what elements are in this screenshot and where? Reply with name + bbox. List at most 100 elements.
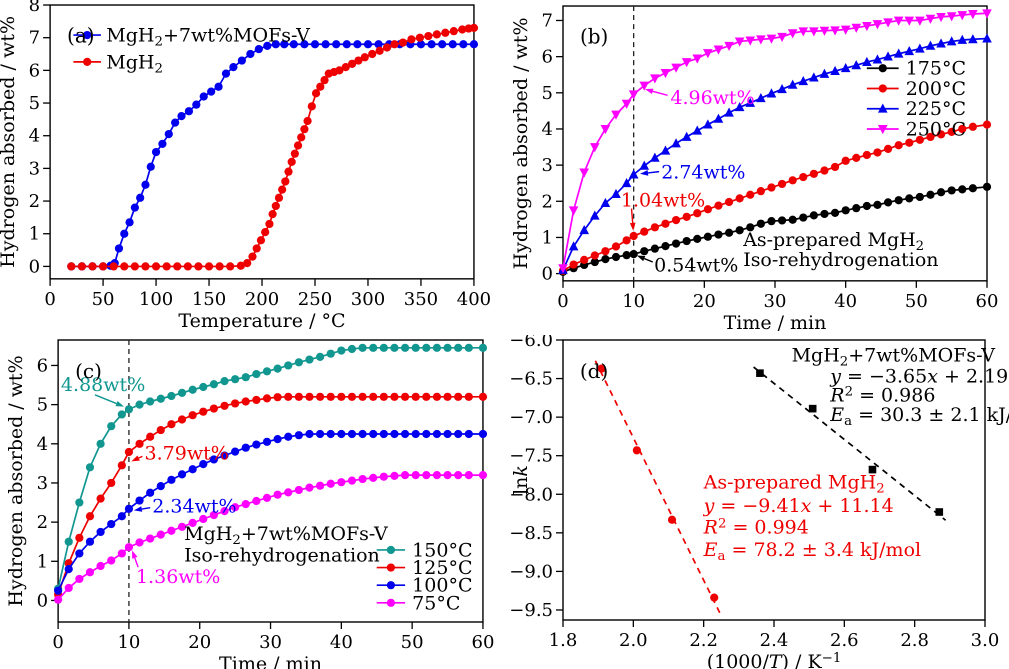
svg-text:150: 150 [192, 289, 226, 310]
svg-text:2.2: 2.2 [689, 630, 718, 651]
panel-b-iso-rehydrogenation-mgh2: 0 10 20 30 40 50 60 0 1 2 3 4 5 6 7 Time / min Hydrogen … [505, 0, 1009, 335]
svg-text:200: 200 [245, 289, 279, 310]
svg-text:250: 250 [298, 289, 332, 310]
svg-text:y = −3.65x + 2.19: y = −3.65x + 2.19 [829, 365, 1008, 387]
panel-b-series-250-c [558, 9, 992, 274]
svg-text:30: 30 [259, 632, 282, 653]
svg-text:−7.0: −7.0 [509, 407, 553, 428]
chart-c-hydrogen-absorbed-vs-time-mofs: 0 10 20 30 40 50 60 0 1 2 3 4 5 6 Time / min Hydrogen a… [5, 339, 494, 669]
panel-a-axes: 0 50 100 150 200 250 300 350 400 0 1 2 3 4 5 6 7 8 Tempera… [0, 0, 491, 332]
svg-text:3: 3 [542, 155, 553, 176]
svg-text:4.96wt%: 4.96wt% [670, 87, 754, 109]
svg-text:−6.0: −6.0 [509, 335, 553, 351]
panel-c-series-100-c [54, 429, 488, 595]
svg-text:100°C: 100°C [412, 575, 472, 597]
svg-text:Hydrogen absorbed / wt%: Hydrogen absorbed / wt% [5, 355, 27, 606]
svg-text:2: 2 [37, 512, 48, 533]
svg-text:3: 3 [37, 473, 48, 494]
svg-text:Iso-rehydrogenation: Iso-rehydrogenation [184, 544, 380, 566]
svg-text:−8.0: −8.0 [509, 484, 553, 505]
panel-d-series-mgh-2-7wt-mofs-v [753, 366, 947, 521]
svg-text:MgH2+7wt%MOFs-V: MgH2+7wt%MOFs-V [106, 25, 311, 50]
svg-text:0: 0 [542, 264, 553, 285]
svg-text:5: 5 [29, 93, 40, 114]
svg-text:2: 2 [542, 191, 553, 212]
svg-text:As-prepared MgH2: As-prepared MgH2 [742, 229, 924, 254]
svg-text:Ea = 78.2 ± 3.4 kJ/mol: Ea = 78.2 ± 3.4 kJ/mol [703, 539, 921, 564]
svg-text:3.0: 3.0 [971, 630, 1000, 651]
panel-c-annotation: 1.36wt% [132, 550, 220, 588]
svg-text:0: 0 [29, 256, 40, 277]
panel-c-series-125-c [54, 392, 488, 599]
chart-d-lnk-vs-inverse-temperature: 1.8 2.0 2.2 2.4 2.6 2.8 3.0 −6.0 −6.5 −7.0 −7.5 −8.… [509, 335, 1009, 669]
svg-text:R2 = 0.994: R2 = 0.994 [703, 516, 809, 538]
svg-text:7: 7 [542, 10, 553, 31]
panel-a-series-mgh-2-7wt-mofs-v [67, 40, 479, 271]
svg-text:Ea = 30.3 ± 2.1 kJ/mol: Ea = 30.3 ± 2.1 kJ/mol [829, 404, 1009, 429]
svg-text:5: 5 [37, 395, 48, 416]
panel-b-axes: 0 10 20 30 40 50 60 0 1 2 3 4 5 6 7 Time / min Hydrogen … [510, 5, 998, 334]
panel-c-text-label: MgH2+7wt%MOFs-V [184, 523, 388, 548]
panel-c-series-75-c [54, 471, 488, 604]
panel-d-text-label: MgH2+7wt%MOFs-V [792, 344, 996, 369]
svg-text:Time / min: Time / min [219, 653, 322, 669]
svg-text:1: 1 [37, 551, 48, 572]
panel-a-tag: (a) [67, 23, 95, 47]
svg-text:60: 60 [471, 632, 494, 653]
svg-text:0: 0 [52, 632, 63, 653]
svg-text:2.34wt%: 2.34wt% [152, 495, 236, 517]
svg-text:1: 1 [542, 227, 553, 248]
svg-text:1.04wt%: 1.04wt% [621, 190, 705, 212]
svg-text:175°C: 175°C [906, 58, 966, 80]
svg-text:2.4: 2.4 [760, 630, 789, 651]
svg-text:3.79wt%: 3.79wt% [144, 443, 228, 465]
svg-text:20: 20 [693, 291, 716, 312]
svg-text:Time / min: Time / min [724, 312, 827, 334]
panel-d-tag: (d) [580, 359, 608, 383]
svg-text:40: 40 [330, 632, 353, 653]
chart-b-hydrogen-absorbed-vs-time-mgh2: 0 10 20 30 40 50 60 0 1 2 3 4 5 6 7 Time / min Hydrogen … [510, 5, 998, 334]
panel-b-series-175-c [558, 182, 992, 276]
svg-text:2.8: 2.8 [900, 630, 929, 651]
svg-text:4: 4 [542, 119, 553, 140]
svg-text:lnk: lnk [510, 465, 532, 495]
svg-text:1.8: 1.8 [549, 630, 578, 651]
panel-d-axes: 1.8 2.0 2.2 2.4 2.6 2.8 3.0 −6.0 −6.5 −7.0 −7.5 −8.… [509, 335, 999, 669]
panel-c-axes: 0 10 20 30 40 50 60 0 1 2 3 4 5 6 Time / min Hydrogen a… [5, 339, 494, 669]
panel-b-annotation: 1.04wt% [621, 190, 705, 231]
panel-d-text-label: R2 = 0.986 [829, 385, 935, 407]
svg-text:As-prepared MgH2: As-prepared MgH2 [703, 472, 885, 497]
svg-text:225°C: 225°C [906, 98, 966, 120]
panel-d-text-label: Ea = 30.3 ± 2.1 kJ/mol [829, 404, 1009, 429]
svg-text:2.0: 2.0 [619, 630, 648, 651]
svg-text:10: 10 [117, 632, 140, 653]
svg-text:2.74wt%: 2.74wt% [661, 161, 745, 183]
svg-text:Temperature / °C: Temperature / °C [178, 310, 345, 332]
panel-b-tag: (b) [580, 24, 608, 48]
panel-b-annotation: 2.74wt% [640, 161, 745, 183]
svg-text:10: 10 [622, 291, 645, 312]
panel-c-annotation: 3.79wt% [131, 443, 229, 465]
svg-text:75°C: 75°C [412, 592, 460, 614]
svg-text:4: 4 [29, 126, 40, 147]
svg-text:4.88wt%: 4.88wt% [61, 374, 145, 396]
svg-text:−7.5: −7.5 [509, 446, 553, 467]
svg-text:0.54wt%: 0.54wt% [654, 255, 738, 277]
panel-c-series-150-c [54, 343, 488, 593]
svg-text:100: 100 [139, 289, 173, 310]
svg-text:300: 300 [351, 289, 385, 310]
svg-text:20: 20 [188, 632, 211, 653]
svg-text:R2 = 0.986: R2 = 0.986 [829, 385, 935, 407]
panel-b-annotation: 4.96wt% [644, 87, 755, 109]
chart-a-hydrogen-absorbed-vs-temperature: 0 50 100 150 200 250 300 350 400 0 1 2 3 4 5 6 7 8 Tempera… [0, 0, 491, 332]
panel-c-iso-rehydrogenation-mofs: 0 10 20 30 40 50 60 0 1 2 3 4 5 6 Time / min Hydrogen a… [0, 335, 505, 669]
svg-text:50: 50 [92, 289, 115, 310]
svg-text:6: 6 [542, 47, 553, 68]
panel-d-series-as-prepared-mgh-2- [594, 360, 722, 615]
panel-d-arrhenius-plot: 1.8 2.0 2.2 2.4 2.6 2.8 3.0 −6.0 −6.5 −7.0 −7.5 −8.… [505, 335, 1009, 669]
svg-text:125°C: 125°C [412, 557, 472, 579]
